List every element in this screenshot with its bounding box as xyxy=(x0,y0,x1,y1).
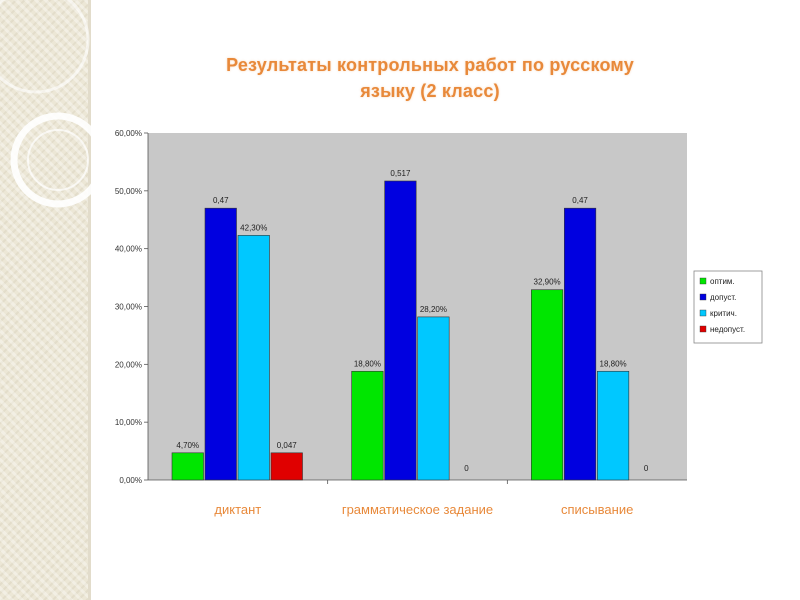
legend-label: недопуст. xyxy=(710,325,745,334)
chart-title-line-1: Результаты контрольных работ по русскому xyxy=(226,55,634,75)
bar xyxy=(564,207,597,481)
data-label: 0 xyxy=(464,464,469,473)
category-label: грамматическое задание xyxy=(342,502,493,517)
bar xyxy=(351,370,384,481)
data-label: 18,80% xyxy=(354,359,381,368)
bar xyxy=(417,316,450,481)
data-label: 0 xyxy=(644,464,649,473)
bar xyxy=(384,180,417,481)
data-labels: 4,70% 0,47 42,30% 0,047 18,80% 0,517 28,20% 0 32… xyxy=(176,169,648,473)
y-tick-label: 20,00% xyxy=(115,360,142,369)
y-tick-label: 30,00% xyxy=(115,303,142,312)
legend-label: оптим. xyxy=(710,277,735,286)
data-label: 0,517 xyxy=(390,169,411,178)
bar xyxy=(531,289,564,481)
data-label: 0,47 xyxy=(213,196,229,205)
y-tick-label: 50,00% xyxy=(115,187,142,196)
bars xyxy=(171,180,630,481)
y-tick-label: 0,00% xyxy=(119,476,142,485)
bar xyxy=(171,452,204,481)
y-tick-label: 60,00% xyxy=(115,129,142,138)
legend-swatch xyxy=(699,277,707,285)
legend: оптим. допуст. критич. недопуст. xyxy=(693,270,763,344)
chart-title: Результаты контрольных работ по русскому… xyxy=(130,52,730,104)
legend-label: допуст. xyxy=(710,293,736,302)
data-label: 0,47 xyxy=(572,196,588,205)
chart-title-line-2: языку (2 класс) xyxy=(360,81,500,101)
decorative-side-strip xyxy=(0,0,91,600)
legend-swatch xyxy=(699,325,707,333)
bar xyxy=(270,452,303,481)
decorative-circles xyxy=(0,0,106,208)
data-label: 0,047 xyxy=(277,441,298,450)
bar xyxy=(597,370,630,481)
category-label: списывание xyxy=(561,502,633,517)
bar xyxy=(237,235,270,481)
data-label: 32,90% xyxy=(534,278,561,287)
bar xyxy=(204,207,237,481)
data-label: 4,70% xyxy=(176,441,199,450)
category-label: диктант xyxy=(214,502,261,517)
y-tick-label: 10,00% xyxy=(115,418,142,427)
x-axis: диктант грамматическое задание списывание xyxy=(214,480,633,517)
y-tick-label: 40,00% xyxy=(115,245,142,254)
data-label: 18,80% xyxy=(600,359,627,368)
legend-swatch xyxy=(699,309,707,317)
data-label: 42,30% xyxy=(240,223,267,232)
legend-swatch xyxy=(699,293,707,301)
legend-label: критич. xyxy=(710,309,737,318)
data-label: 28,20% xyxy=(420,305,447,314)
